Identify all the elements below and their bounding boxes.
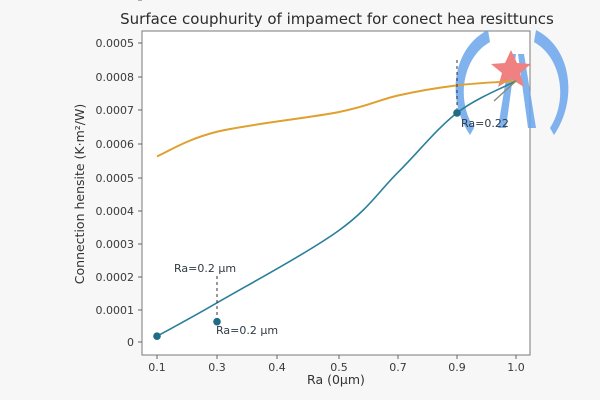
- annotation-label: Ra=0.22: [461, 117, 509, 130]
- annotations: Ra=0.2 μm Ra=0.2 μm Ra=0.22: [174, 117, 509, 337]
- y-tick-label: 0.0007: [96, 104, 135, 117]
- axis-ticks: 0.1 0.3 0.4 0.5 0.7 0.9 1.0 0 0.0001 0.0002 0.0003…: [96, 0, 525, 374]
- x-axis-label: Ra (0μm): [307, 372, 365, 387]
- x-tick-label: 0.5: [330, 361, 348, 374]
- y-tick-label: 0.0008: [96, 71, 135, 84]
- logo-star-icon: [491, 50, 531, 87]
- y-tick-label: 0.0006: [96, 138, 135, 151]
- y-tick-label: 0: [127, 336, 134, 349]
- chart-title: Surface couphurity of impamect for conec…: [120, 10, 554, 28]
- data-marker: [153, 332, 161, 341]
- y-tick-label: 0.0009: [96, 0, 135, 3]
- logo-a-right-leg: [518, 54, 536, 128]
- y-axis-label: Connection hensite (K·m²/W): [72, 104, 87, 284]
- x-tick-label: 0.7: [389, 361, 407, 374]
- plot-frame: [141, 30, 531, 356]
- annotation-guides: [216, 60, 458, 318]
- data-markers: [153, 109, 461, 341]
- annotation-label: Ra=0.2 μm: [174, 262, 236, 275]
- y-tick-label: 0.0005: [96, 172, 135, 185]
- y-tick-label: 0.0001: [96, 304, 135, 317]
- x-tick-label: 0.4: [268, 361, 286, 374]
- x-tick-label: 0.9: [448, 361, 466, 374]
- data-marker: [453, 109, 461, 117]
- data-marker: [213, 317, 221, 326]
- x-tick-label: 1.0: [507, 361, 525, 374]
- series-end-tip: [493, 80, 517, 102]
- y-tick-label: 0.0005: [96, 37, 135, 50]
- logo-ring-right: [534, 30, 569, 135]
- x-tick-label: 0.3: [208, 361, 226, 374]
- annotation-label: Ra=0.2 μm: [216, 324, 278, 337]
- x-tick-label: 0.1: [148, 361, 166, 374]
- y-tick-label: 0.0004: [96, 205, 135, 218]
- y-tick-label: 0.0003: [96, 238, 135, 251]
- y-tick-label: 0.0002: [96, 271, 135, 284]
